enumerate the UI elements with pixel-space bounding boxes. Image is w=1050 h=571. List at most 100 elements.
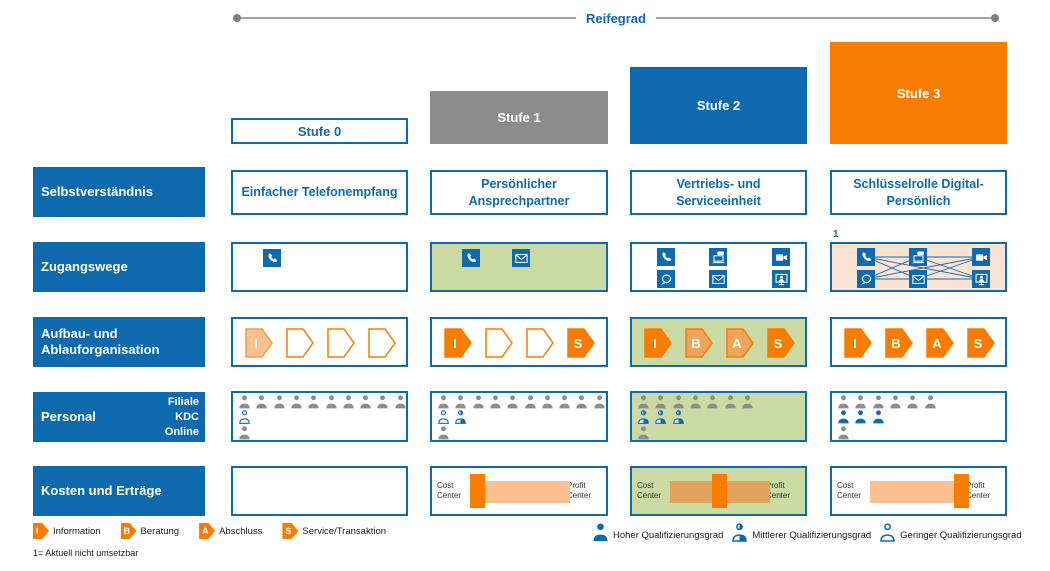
step-i-icon: I (33, 523, 49, 539)
person-icon-gray (637, 395, 650, 414)
person-icon-gray (706, 395, 719, 414)
legend-item-mittel: Mittlerer Qualifizierungsgrad (731, 523, 871, 547)
row-label-zugangswege: Zugangswege (33, 242, 205, 292)
cell-personal-stufe-3 (830, 391, 1007, 442)
cell-selbstverstaendnis-stufe-2: Vertriebs- und Serviceeinheit (630, 170, 807, 215)
person-mid-icon (731, 523, 748, 547)
person-icon-high (854, 410, 867, 429)
row-label-personal: Personal Filiale KDC Online (33, 392, 205, 442)
person-icon-gray (593, 395, 606, 414)
cost-center-label: Cost Center (837, 480, 862, 500)
person-icon-gray (359, 395, 372, 414)
legend-item-information: I Information (33, 523, 101, 539)
legend-label: Geringer Qualifizierungsgrad (900, 529, 1022, 541)
person-icon-gray (837, 426, 850, 445)
legend-label: Mittlerer Qualifizierungsgrad (752, 529, 872, 541)
person-icon-mid (672, 410, 685, 429)
person-icon-gray (906, 395, 919, 414)
person-icon-gray (654, 395, 667, 414)
person-icon-gray (724, 395, 737, 414)
svg-text:I: I (853, 336, 857, 351)
axis-label: Reifegrad (586, 10, 646, 26)
axis-line-right (655, 17, 991, 19)
cost-profit-bar (870, 481, 956, 503)
laptop-chat-icon (909, 248, 927, 266)
chat-bubble-icon (657, 270, 675, 288)
row-label-organisation: Aufbau- und Ablauforganisation (33, 317, 205, 367)
phone-icon (462, 249, 480, 267)
person-icon-gray (454, 395, 467, 414)
channel-label-kdc: KDC (175, 410, 199, 423)
column-header-stufe-0: Stufe 0 (231, 118, 408, 144)
svg-text:I: I (453, 336, 457, 351)
cell-personal-stufe-2 (630, 391, 807, 442)
svg-text:I: I (254, 336, 258, 351)
cell-kosten-stufe-2: Cost Center Profit Center (630, 466, 807, 516)
person-icon-gray (524, 395, 537, 414)
cell-kosten-stufe-3: Cost Center Profit Center (830, 466, 1007, 516)
footnote: 1= Aktuell nicht umsetzbar (33, 548, 139, 558)
person-icon-mid (637, 410, 650, 429)
row-label-text: Aufbau- und Ablauforganisation (41, 325, 160, 357)
mail-icon (512, 249, 530, 267)
person-icon-gray (437, 395, 450, 414)
person-high-icon (592, 523, 609, 547)
process-step-icon-i: I (644, 328, 672, 363)
svg-text:B: B (891, 336, 900, 351)
process-step-icon-a: A (926, 328, 954, 363)
cell-selbstverstaendnis-stufe-0: Einfacher Telefonempfang (231, 170, 408, 215)
phone-icon (657, 248, 675, 266)
person-icon-gray (489, 395, 502, 414)
step-s-icon: S (282, 523, 299, 539)
footnote-marker: 1 (833, 229, 839, 240)
step-a-icon: A (199, 523, 216, 539)
process-step-icon (286, 328, 314, 363)
person-icon-gray (575, 395, 588, 414)
person-icon-low (238, 410, 251, 429)
person-icon-gray (854, 395, 867, 414)
process-step-icon-s: S (567, 328, 595, 363)
svg-text:I: I (653, 336, 657, 351)
person-icon-gray (637, 426, 650, 445)
video-camera-icon (772, 248, 790, 266)
cell-text: Vertriebs- und Serviceeinheit (676, 177, 761, 208)
svg-text:B: B (691, 336, 700, 351)
column-header-stufe-1: Stufe 1 (430, 91, 608, 144)
cost-center-label: Cost Center (437, 480, 462, 500)
cell-zugangswege-stufe-1 (430, 242, 608, 292)
process-step-icon-i: I (444, 328, 472, 363)
person-icon-gray (255, 395, 268, 414)
person-icon-gray (741, 395, 754, 414)
person-icon-gray (238, 395, 251, 414)
person-icon-high (872, 410, 885, 429)
cost-profit-bar (485, 481, 570, 503)
person-icon-gray (672, 395, 685, 414)
column-header-stufe-2: Stufe 2 (630, 67, 807, 144)
profit-center-label: Profit Center (766, 480, 791, 500)
maturity-axis: Reifegrad (233, 10, 999, 26)
legend-item-service: S Service/Transaktion (282, 523, 386, 539)
personal-channel-labels: Filiale KDC Online (165, 395, 199, 440)
legend-qualification: Hoher Qualifizierungsgrad Mittlerer Qual… (592, 523, 1022, 547)
person-icon-gray (558, 395, 571, 414)
laptop-chat-icon (709, 248, 727, 266)
legend-item-beratung: B Beratung (120, 523, 179, 539)
svg-text:A: A (732, 336, 742, 351)
person-icon-mid (654, 410, 667, 429)
person-icon-gray (872, 395, 885, 414)
person-icon-gray (472, 395, 485, 414)
legend-item-hoch: Hoher Qualifizierungsgrad (592, 523, 723, 547)
row-label-text: Zugangswege (41, 258, 128, 274)
mail-icon (709, 270, 727, 288)
process-step-icon-b: B (885, 328, 913, 363)
row-label-text: Kosten und Erträge (41, 482, 162, 498)
person-icon-gray (325, 395, 338, 414)
process-step-icon (485, 328, 513, 363)
legend-label: Abschluss (219, 525, 263, 537)
cell-zugangswege-stufe-0 (231, 242, 408, 292)
person-icon-gray (506, 395, 519, 414)
axis-end-dot (991, 14, 999, 22)
cell-personal-stufe-1 (430, 391, 608, 442)
transition-marker (954, 474, 969, 508)
row-label-kosten: Kosten und Erträge (33, 466, 205, 516)
